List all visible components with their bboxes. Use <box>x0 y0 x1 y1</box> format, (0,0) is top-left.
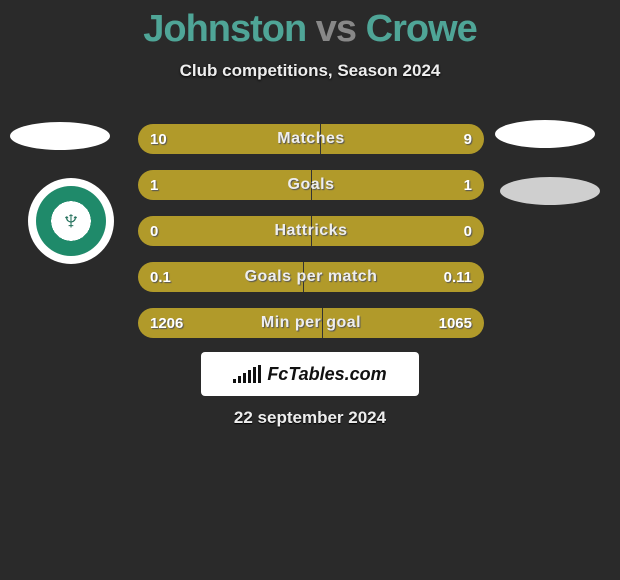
stat-label: Hattricks <box>138 216 484 246</box>
stat-label: Matches <box>138 124 484 154</box>
stat-row: 00Hattricks <box>138 216 484 246</box>
brand-bar <box>243 373 246 383</box>
brand-bar <box>233 379 236 383</box>
harp-icon: ♆ <box>36 186 106 256</box>
right-team-ellipse <box>495 120 595 148</box>
vs-label: vs <box>316 8 356 50</box>
stat-label: Goals <box>138 170 484 200</box>
stat-row: 109Matches <box>138 124 484 154</box>
bar-chart-icon <box>233 365 261 383</box>
brand-bar <box>238 376 241 383</box>
player1-name: Johnston <box>143 8 306 50</box>
stats-container: 109Matches 11Goals 00Hattricks 0.10.11Goals… <box>138 124 484 354</box>
brand-bar <box>258 365 261 383</box>
stat-row: 11Goals <box>138 170 484 200</box>
stat-label: Min per goal <box>138 308 484 338</box>
fctables-brand: FcTables.com <box>201 352 419 396</box>
left-team-ellipse <box>10 122 110 150</box>
stat-row: 12061065Min per goal <box>138 308 484 338</box>
stat-row: 0.10.11Goals per match <box>138 262 484 292</box>
date-label: 22 september 2024 <box>0 408 620 428</box>
subtitle: Club competitions, Season 2024 <box>0 61 620 81</box>
stat-label: Goals per match <box>138 262 484 292</box>
club-crest: ♆ <box>28 178 114 264</box>
brand-text: FcTables.com <box>267 364 386 385</box>
brand-bar <box>248 370 251 383</box>
right-team-ellipse-2 <box>500 177 600 205</box>
comparison-heading: Johnston vs Crowe <box>0 0 620 51</box>
player2-name: Crowe <box>366 8 477 50</box>
brand-bar <box>253 367 256 383</box>
